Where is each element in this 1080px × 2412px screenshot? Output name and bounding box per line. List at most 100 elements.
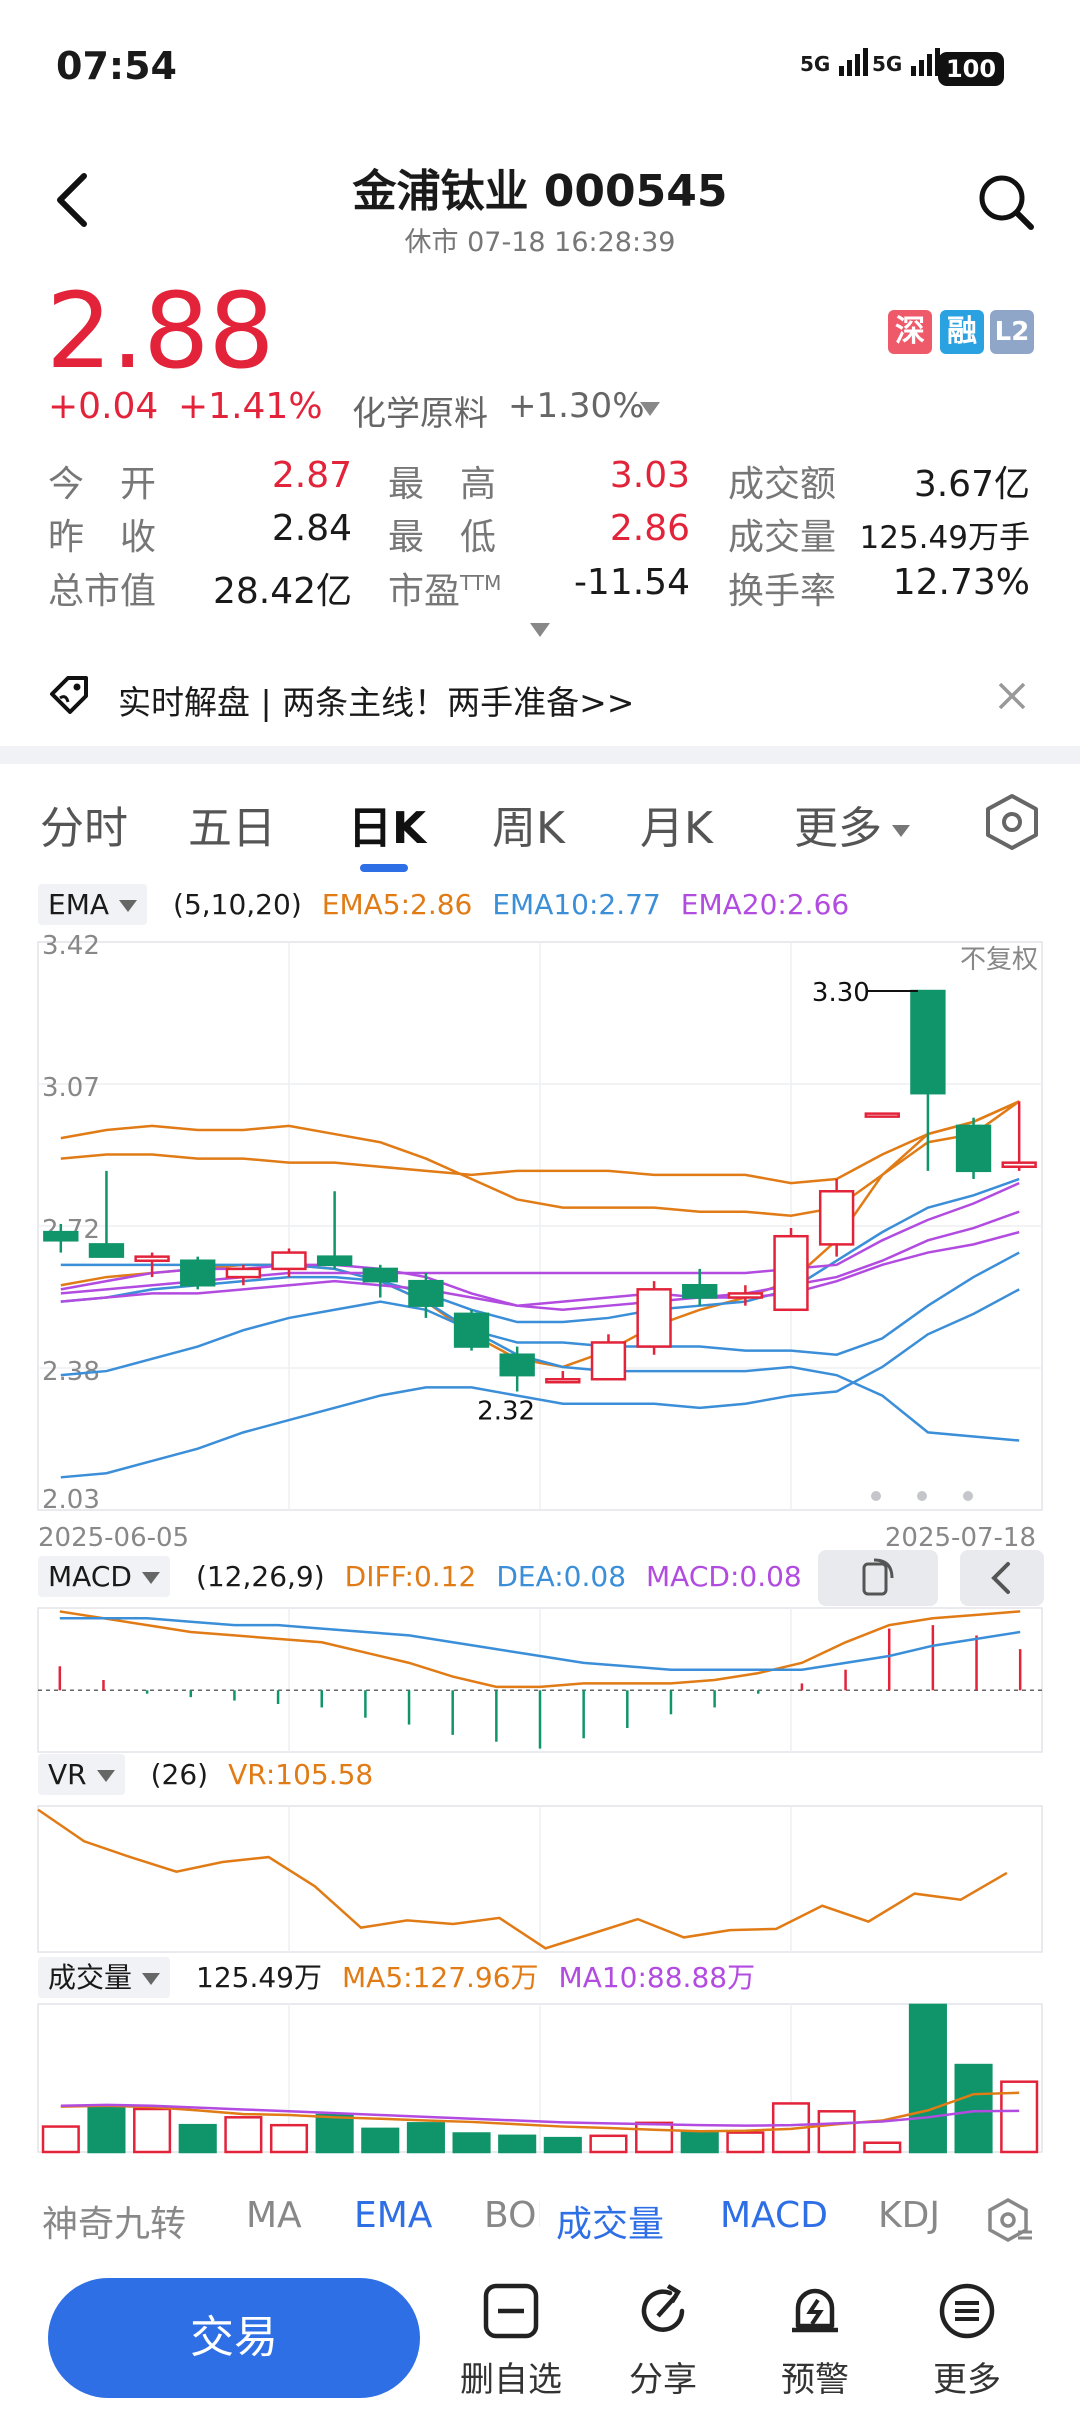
stat-label: 今 开	[48, 464, 157, 505]
tab-monthly-k[interactable]: 月K	[640, 803, 713, 854]
indicator-name[interactable]: EMA	[48, 888, 110, 921]
indicator-settings-icon[interactable]	[986, 2196, 1034, 2248]
volume-bar	[863, 2141, 902, 2154]
indicator-tab[interactable]: KDJ	[878, 2195, 940, 2236]
legend-entry: MA5:127.96万	[342, 1961, 539, 1994]
sector-name[interactable]: 化学原料	[352, 394, 488, 434]
search-icon[interactable]	[976, 172, 1036, 232]
stat-label: 昨 收	[48, 517, 157, 558]
volume-bar	[908, 2003, 947, 2154]
indicator-tab[interactable]: MACD	[720, 2195, 828, 2236]
indicator-tab[interactable]: 神奇九转	[42, 2204, 187, 2245]
settings-hexagon-icon[interactable]	[984, 792, 1040, 856]
rotate-screen-button[interactable]	[818, 1550, 938, 1606]
volume-bar	[315, 2113, 354, 2154]
macd-indicator-row: MACD (12,26,9) DIFF:0.12 DEA:0.08 MACD:0.08	[38, 1556, 802, 1597]
volume-ma-ma10	[60, 2103, 1020, 2127]
volume-bar	[817, 2110, 856, 2154]
stat-label: 市盈TTM	[388, 571, 502, 612]
price-change-pct: +1.41%	[178, 386, 323, 427]
active-tab-indicator	[360, 864, 408, 872]
legend-entry: VR:105.58	[228, 1758, 374, 1791]
tag-icon	[46, 672, 92, 722]
indicator-selector[interactable]: EMA	[38, 884, 148, 925]
remove-watchlist-button[interactable]: 删自选	[436, 2280, 586, 2401]
candle-body	[180, 1259, 216, 1287]
ema-line	[60, 1263, 1020, 1442]
indicator-params: 125.49万	[196, 1961, 322, 1994]
candle-body	[727, 1292, 764, 1299]
tab-more[interactable]: 更多	[794, 792, 910, 856]
macd-line-diff	[59, 1610, 1021, 1689]
stat-label: 换手率	[728, 571, 837, 612]
signal-bars-icon	[839, 48, 869, 76]
candle-body	[225, 1267, 262, 1279]
last-price: 2.88	[46, 270, 275, 392]
indicator-params: (5,10,20)	[173, 888, 302, 921]
indicator-selector[interactable]: MACD	[38, 1556, 170, 1597]
chevron-down-icon	[141, 1572, 160, 1584]
level2-badge: L2	[990, 310, 1034, 354]
tab-five-day[interactable]: 五日	[188, 803, 276, 854]
indicator-tab[interactable]: MA	[246, 2195, 302, 2236]
share-button[interactable]: 分享	[588, 2280, 738, 2401]
status-time: 07:54	[56, 44, 177, 88]
indicator-tab[interactable]: EMA	[354, 2195, 433, 2236]
candle-body	[910, 989, 946, 1095]
stock-charts[interactable]: 3.423.072.722.382.033.302.32不复权2025-06-0…	[0, 0, 1080, 2180]
tab-weekly-k[interactable]: 周K	[492, 803, 565, 854]
trade-button[interactable]: 交易	[48, 2278, 420, 2398]
volume-bar	[361, 2127, 400, 2154]
x-end-label: 2025-07-18	[885, 1523, 1036, 1553]
indicator-selector[interactable]: VR	[38, 1754, 125, 1795]
market-status: 休市 07-18 16:28:39	[404, 227, 676, 258]
tab-more-label[interactable]: 更多	[794, 803, 882, 854]
ema-line	[60, 1100, 1020, 1369]
volume-indicator-row: 成交量 125.49万 MA5:127.96万 MA10:88.88万	[38, 1956, 755, 1998]
close-icon[interactable]	[996, 680, 1028, 716]
volume-bar	[680, 2131, 719, 2154]
more-menu-icon	[939, 2283, 995, 2339]
stat-value: -11.54	[573, 562, 690, 603]
stat-label: 最 高	[388, 464, 497, 505]
tab-intraday[interactable]: 分时	[40, 803, 128, 854]
ema-line-ema5	[60, 1100, 1020, 1218]
banner-text[interactable]: 实时解盘 | 两条主线！两手准备>>	[118, 683, 635, 722]
share-icon	[641, 2284, 685, 2332]
sector-change[interactable]: +1.30%	[508, 386, 645, 426]
candle-body	[316, 1255, 353, 1267]
signal-icon-1: 5G	[800, 46, 871, 76]
candle-body	[864, 1112, 900, 1118]
indicator-tab[interactable]: BOLL	[484, 2195, 540, 2236]
signal-bars-icon	[911, 48, 941, 76]
legend-entry: EMA5:2.86	[321, 888, 473, 921]
indicator-name[interactable]: 成交量	[48, 1961, 133, 1994]
alert-button[interactable]: 预警	[740, 2280, 890, 2401]
indicator-params: (26)	[150, 1758, 209, 1791]
battery-icon: 100	[938, 52, 1004, 86]
indicator-name[interactable]: VR	[48, 1758, 87, 1791]
ema-line-ema10	[60, 1251, 1020, 1377]
main-indicator-row: EMA (5,10,20) EMA5:2.86 EMA10:2.77 EMA20:2.6…	[38, 884, 849, 925]
tab-daily-k[interactable]: 日K	[348, 803, 427, 854]
collapse-button[interactable]	[960, 1550, 1044, 1606]
chevron-left-icon	[991, 1562, 1010, 1594]
candle-body	[88, 1243, 125, 1258]
stat-value: 3.03	[609, 455, 690, 496]
expand-stats-icon[interactable]	[530, 623, 550, 637]
indicator-name[interactable]: MACD	[48, 1560, 132, 1593]
indicator-tab[interactable]: 成交量	[556, 2204, 665, 2245]
sector-dropdown-icon[interactable]	[640, 402, 660, 416]
adjust-label[interactable]: 不复权	[960, 945, 1038, 975]
indicator-params: (12,26,9)	[195, 1560, 325, 1593]
volume-bar	[133, 2107, 172, 2154]
candle-body	[682, 1284, 718, 1299]
pager-dot	[963, 1491, 973, 1501]
volume-bar	[635, 2121, 674, 2154]
candle-body	[955, 1124, 992, 1173]
back-arrow-icon[interactable]	[50, 170, 94, 230]
alarm-bell-icon	[792, 2288, 838, 2333]
chevron-down-icon	[142, 1973, 161, 1985]
indicator-selector[interactable]: 成交量	[38, 1957, 171, 1998]
more-button[interactable]: 更多	[892, 2280, 1042, 2401]
